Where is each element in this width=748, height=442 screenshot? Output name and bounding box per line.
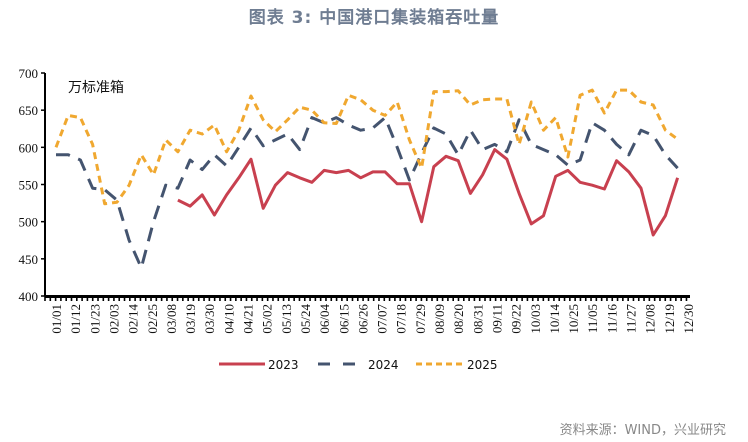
y-tick-label: 500 [19,215,39,230]
x-tick-label: 04/21 [241,304,256,334]
x-tick-label: 06/04 [317,304,332,334]
x-tick-label: 09/22 [509,304,524,334]
x-tick-label: 10/14 [547,304,562,334]
x-tick-label: 07/07 [375,304,390,334]
x-tick-label: 04/10 [221,304,236,334]
series-line-2023 [177,148,680,237]
x-tick-label: 09/11 [489,304,504,333]
x-tick-label: 03/30 [202,304,217,334]
legend: 2023 2024 2025 [219,358,498,372]
x-axis [45,295,690,298]
chart-title: 图表 3: 中国港口集装箱吞吐量 [248,8,500,28]
legend-item-2025: 2025 [416,358,498,372]
x-tick-label: 11/27 [624,304,639,334]
x-tick-label: 12/08 [643,304,658,334]
x-tick-label: 02/03 [106,304,121,334]
x-tick-label: 01/23 [87,304,102,334]
y-tick-label: 400 [19,289,39,304]
unit-label: 万标准箱 [68,80,124,96]
x-tick-label: 12/30 [681,304,696,334]
legend-item-2024: 2024 [318,358,399,372]
x-tick-label: 06/26 [355,304,370,334]
x-tick-label: 10/03 [528,304,543,334]
legend-label: 2025 [467,358,498,372]
axes: 400 450 500 550 600 650 700 01/01 01/12 01/23 02/0… [19,66,697,334]
legend-item-2023: 2023 [219,358,299,372]
x-tick-label: 12/19 [662,304,677,334]
x-tick-label: 10/25 [566,304,581,334]
x-tick-label: 02/25 [145,304,160,334]
y-tick-label: 650 [19,103,39,118]
legend-label: 2024 [368,358,399,372]
x-tick-label: 08/09 [432,304,447,334]
y-tick-label: 600 [19,140,39,155]
series-line-2024 [56,116,679,270]
x-tick-label: 11/05 [585,304,600,333]
source-note: 资料来源：WIND，兴业研究 [559,423,726,438]
legend-label: 2023 [268,358,299,372]
x-tick-label: 07/18 [394,304,409,334]
x-tick-label: 02/14 [126,304,141,334]
x-tick-label: 07/29 [413,304,428,334]
series-lines [54,88,680,270]
x-tick-label: 03/08 [164,304,179,334]
x-tick-label: 06/15 [336,304,351,334]
series-line-2025 [54,88,679,206]
x-tick-label: 08/31 [470,304,485,334]
x-tick-label: 05/24 [298,304,313,334]
y-tick-label: 450 [19,252,39,267]
y-tick-label: 700 [19,66,39,81]
x-tick-label: 08/20 [451,304,466,334]
x-tick-label: 03/19 [183,304,198,334]
x-tick-label: 01/12 [68,304,83,334]
y-tick-label: 550 [19,178,39,193]
x-tick-label: 05/13 [279,304,294,334]
x-tick-label: 01/01 [49,304,64,334]
x-tick-label: 11/16 [604,304,619,334]
x-tick-label: 05/02 [260,304,275,334]
